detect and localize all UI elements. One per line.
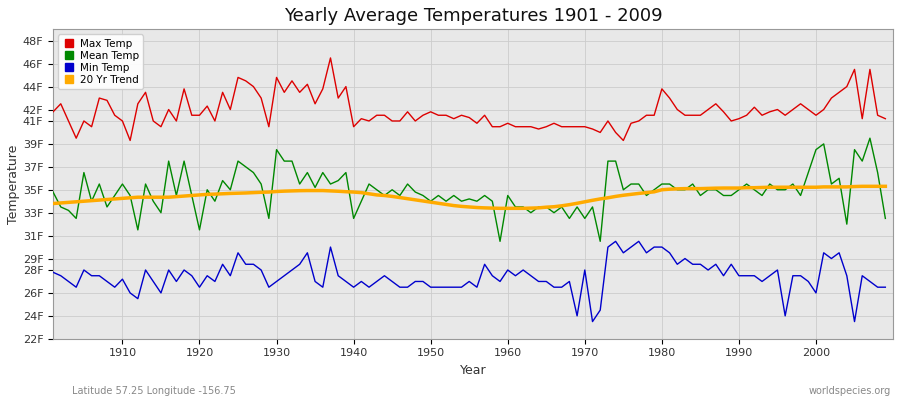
Title: Yearly Average Temperatures 1901 - 2009: Yearly Average Temperatures 1901 - 2009 [284, 7, 662, 25]
Legend: Max Temp, Mean Temp, Min Temp, 20 Yr Trend: Max Temp, Mean Temp, Min Temp, 20 Yr Tre… [58, 34, 143, 89]
Text: Latitude 57.25 Longitude -156.75: Latitude 57.25 Longitude -156.75 [72, 386, 236, 396]
Text: worldspecies.org: worldspecies.org [809, 386, 891, 396]
Y-axis label: Temperature: Temperature [7, 144, 20, 224]
X-axis label: Year: Year [460, 364, 486, 377]
